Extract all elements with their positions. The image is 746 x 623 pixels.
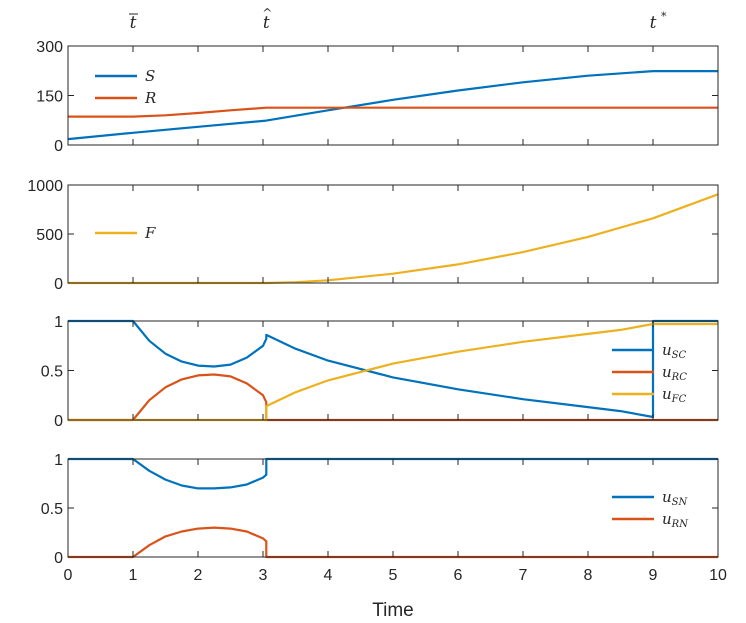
y-tick-label: 300 bbox=[36, 39, 63, 56]
series-line-S bbox=[67, 70, 718, 141]
marker-that: t bbox=[263, 13, 270, 33]
y-tick-label: 1 bbox=[54, 452, 63, 469]
x-tick-label: 6 bbox=[454, 567, 463, 584]
series-line-uSN bbox=[68, 457, 718, 490]
x-tick-label: 10 bbox=[709, 567, 727, 584]
y-tick-label: 0 bbox=[54, 276, 63, 293]
axes-box bbox=[67, 184, 719, 284]
marker-tbar: t bbox=[130, 13, 137, 33]
x-tick-label: 5 bbox=[389, 567, 398, 584]
legend-label-uRC: uRC bbox=[662, 363, 687, 383]
axes-box bbox=[67, 320, 719, 421]
legend-label-uSN: uSN bbox=[662, 488, 689, 508]
series-line-F bbox=[68, 193, 719, 285]
y-tick-label: 150 bbox=[36, 89, 63, 106]
y-tick-label: 0.5 bbox=[41, 501, 63, 518]
series-line-uRC bbox=[68, 373, 718, 422]
y-tick-label: 0 bbox=[54, 550, 63, 567]
legend-label-uRN: uRN bbox=[662, 510, 689, 530]
x-tick-label: 1 bbox=[129, 567, 138, 584]
top-markers: t t^ t * bbox=[129, 6, 667, 33]
marker-accent-hat: ^ bbox=[262, 6, 272, 20]
legend: SR bbox=[95, 67, 156, 107]
x-tick-label: 3 bbox=[259, 567, 268, 584]
legend-label-F: F bbox=[144, 224, 156, 242]
x-tick-label: 0 bbox=[64, 567, 73, 584]
panel-fund: 0 500 1000 F bbox=[27, 178, 719, 293]
y-tick-label: 0 bbox=[54, 413, 63, 430]
panel-populations: 0 150 300 SR bbox=[36, 39, 719, 155]
axes-box bbox=[67, 458, 719, 558]
series-line-uFC bbox=[68, 322, 718, 422]
x-tick-label: 8 bbox=[584, 567, 593, 584]
x-tick-label: 2 bbox=[194, 567, 203, 584]
y-tick-label: 500 bbox=[36, 227, 63, 244]
legend-label-uSC: uSC bbox=[662, 341, 687, 361]
series-line-uSC bbox=[68, 319, 718, 419]
series-line-R bbox=[68, 106, 718, 118]
x-tick-label: 4 bbox=[324, 567, 333, 584]
x-axis-label: Time bbox=[372, 600, 414, 621]
y-tick-label: 1 bbox=[54, 314, 63, 331]
legend-label-uFC: uFC bbox=[662, 385, 687, 405]
x-tick-label: 9 bbox=[649, 567, 658, 584]
y-tick-label: 0 bbox=[54, 138, 63, 155]
legend-label-S: S bbox=[145, 67, 155, 85]
marker-accent-star: * bbox=[661, 10, 667, 23]
marker-tstar: t bbox=[650, 13, 657, 33]
y-tick-label: 1000 bbox=[27, 178, 63, 195]
y-tick-label: 0.5 bbox=[41, 364, 63, 381]
series-line-uRN bbox=[68, 526, 718, 559]
legend-label-R: R bbox=[144, 89, 156, 107]
x-tick-label: 7 bbox=[519, 567, 528, 584]
legend: F bbox=[95, 224, 156, 242]
